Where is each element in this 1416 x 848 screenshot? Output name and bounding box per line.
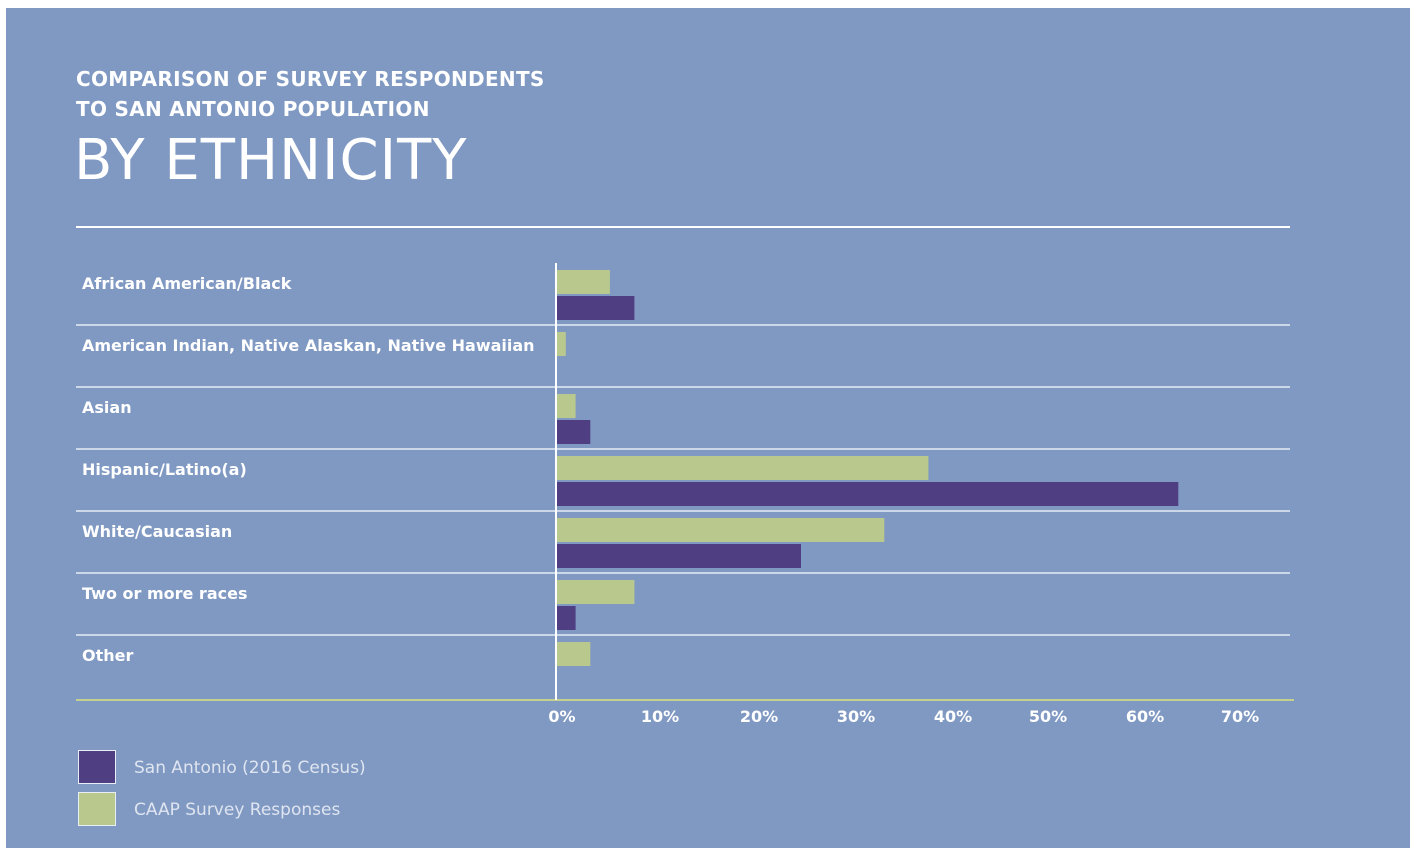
legend-label-census: San Antonio (2016 Census): [134, 758, 366, 778]
category-label: Asian: [82, 398, 132, 417]
legend-item-survey: CAAP Survey Responses: [78, 790, 478, 830]
bar-survey: [556, 580, 635, 604]
x-tick-label: 40%: [934, 707, 972, 726]
bar-census: [556, 606, 576, 630]
legend-label-survey: CAAP Survey Responses: [134, 800, 341, 820]
supertitle-line-2: TO SAN ANTONIO POPULATION: [76, 97, 430, 121]
x-tick-label: 50%: [1029, 707, 1067, 726]
bar-census: [556, 482, 1179, 506]
category-label: White/Caucasian: [82, 522, 232, 541]
bar-census: [556, 544, 801, 568]
category-label: Other: [82, 646, 133, 665]
x-tick-label: 0%: [548, 707, 575, 726]
chart-title: BY ETHNICITY: [74, 128, 468, 193]
chart-panel: [6, 8, 1410, 848]
bar-census: [556, 296, 635, 320]
bar-census: [556, 420, 591, 444]
x-tick-label: 60%: [1126, 707, 1164, 726]
title-divider: [76, 226, 1290, 228]
category-label: American Indian, Native Alaskan, Native …: [82, 336, 535, 355]
chart-supertitle: COMPARISON OF SURVEY RESPONDENTS TO SAN …: [76, 64, 545, 124]
category-label: African American/Black: [82, 274, 292, 293]
legend-item-census: San Antonio (2016 Census): [78, 748, 478, 788]
category-label: Hispanic/Latino(a): [82, 460, 247, 479]
bar-survey: [556, 518, 885, 542]
x-tick-label: 20%: [740, 707, 778, 726]
bar-survey: [556, 332, 566, 356]
legend-swatch-survey: [78, 792, 116, 826]
x-tick-label: 10%: [641, 707, 679, 726]
legend-swatch-census: [78, 750, 116, 784]
x-tick-label: 70%: [1221, 707, 1259, 726]
legend: San Antonio (2016 Census) CAAP Survey Re…: [78, 748, 478, 832]
bar-survey: [556, 394, 576, 418]
x-tick-label: 30%: [837, 707, 875, 726]
supertitle-line-1: COMPARISON OF SURVEY RESPONDENTS: [76, 67, 545, 91]
bar-survey: [556, 642, 591, 666]
bar-survey: [556, 456, 929, 480]
category-label: Two or more races: [82, 584, 247, 603]
bar-survey: [556, 270, 610, 294]
